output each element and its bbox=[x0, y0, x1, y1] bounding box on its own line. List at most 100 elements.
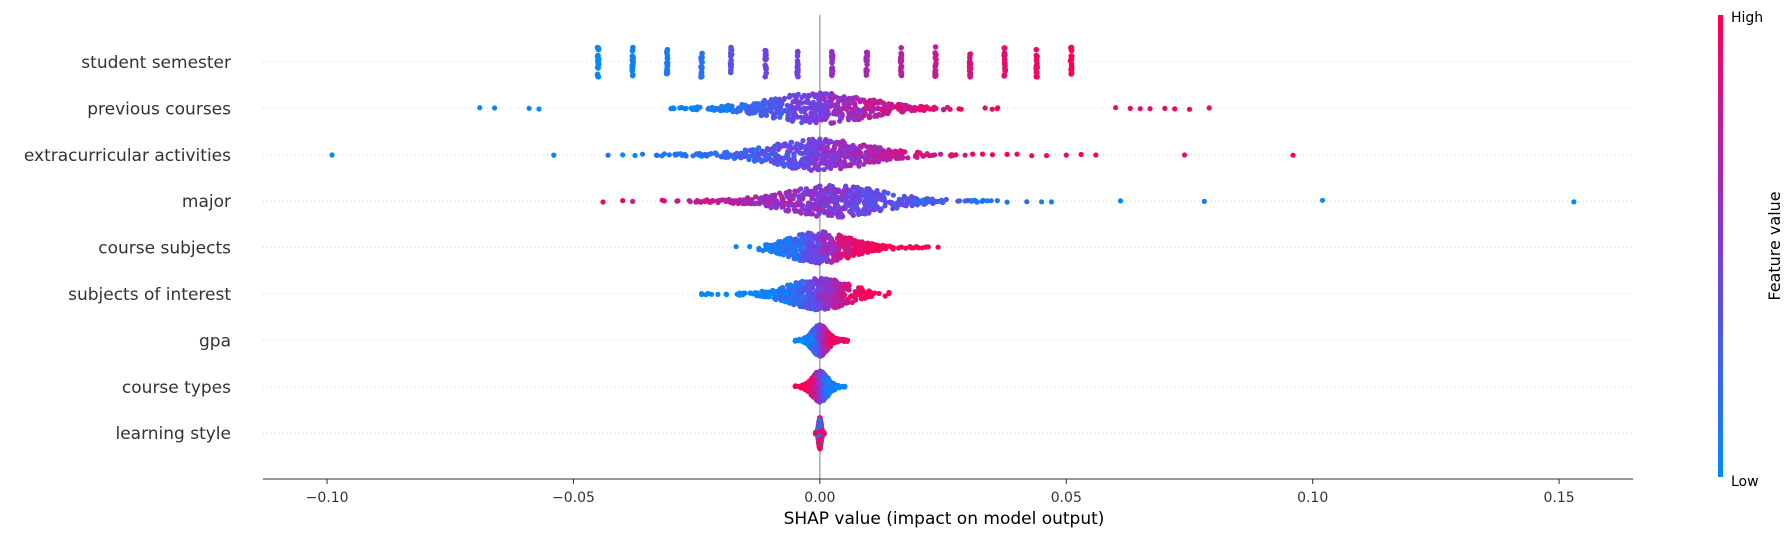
shap-point bbox=[796, 164, 802, 170]
shap-point bbox=[674, 151, 680, 157]
shap-point bbox=[708, 151, 714, 157]
shap-point bbox=[758, 195, 764, 201]
shap-point bbox=[870, 206, 876, 212]
shap-point bbox=[881, 108, 887, 114]
shap-point bbox=[526, 105, 532, 111]
shap-point bbox=[730, 198, 737, 204]
shap-point bbox=[830, 245, 836, 251]
shap-point bbox=[1039, 199, 1045, 205]
shap-point bbox=[675, 198, 681, 204]
shap-point bbox=[735, 200, 741, 207]
shap-point bbox=[818, 336, 824, 342]
shap-point bbox=[875, 247, 881, 254]
shap-point bbox=[1029, 153, 1035, 159]
x-tick-label: 0.00 bbox=[804, 490, 835, 506]
shap-point bbox=[792, 207, 798, 213]
shap-point bbox=[798, 108, 804, 114]
x-tick-label: 0.10 bbox=[1297, 490, 1328, 506]
shap-point bbox=[799, 202, 806, 208]
shap-point bbox=[824, 145, 831, 151]
shap-point bbox=[791, 162, 798, 168]
shap-point bbox=[818, 344, 824, 350]
shap-point bbox=[928, 106, 934, 112]
shap-point bbox=[833, 300, 839, 306]
shap-point bbox=[794, 71, 801, 77]
shap-point bbox=[874, 105, 881, 112]
shap-point bbox=[795, 100, 801, 106]
shap-point bbox=[857, 195, 863, 201]
shap-point bbox=[845, 337, 851, 343]
shap-point bbox=[799, 143, 806, 149]
shap-point bbox=[714, 152, 720, 158]
shap-point bbox=[766, 152, 772, 158]
shap-point bbox=[933, 56, 939, 63]
shap-point bbox=[817, 202, 823, 208]
shap-point bbox=[839, 162, 845, 168]
shap-point bbox=[897, 55, 904, 61]
shap-point bbox=[821, 208, 827, 214]
shap-point bbox=[620, 198, 626, 204]
shap-point bbox=[817, 299, 824, 305]
shap-point bbox=[840, 139, 847, 145]
shap-point bbox=[492, 105, 498, 111]
shap-point bbox=[810, 147, 816, 153]
shap-point bbox=[933, 52, 939, 58]
shap-point bbox=[815, 253, 821, 259]
shap-point bbox=[932, 152, 938, 158]
shap-point bbox=[801, 165, 807, 171]
shap-point bbox=[795, 49, 801, 56]
shap-point bbox=[1186, 106, 1193, 112]
shap-point bbox=[827, 299, 834, 306]
shap-point bbox=[848, 201, 854, 207]
x-axis-ticks: −0.10 −0.05 0.00 0.05 0.10 0.15 bbox=[306, 479, 1575, 506]
shap-point bbox=[798, 255, 805, 261]
shap-point bbox=[818, 144, 824, 150]
shap-point bbox=[802, 386, 808, 392]
shap-point bbox=[826, 244, 832, 250]
shap-point bbox=[743, 151, 749, 157]
shap-point bbox=[1319, 197, 1326, 203]
shap-point bbox=[835, 203, 841, 209]
shap-point bbox=[886, 291, 892, 297]
shap-point bbox=[842, 204, 848, 210]
shap-point bbox=[719, 104, 725, 110]
shap-point bbox=[853, 296, 859, 302]
shap-point bbox=[843, 299, 849, 305]
shap-point bbox=[823, 296, 829, 302]
shap-point bbox=[817, 332, 823, 338]
shap-point bbox=[914, 198, 920, 204]
shap-point bbox=[947, 106, 953, 112]
feature-label: extracurricular activities bbox=[24, 146, 231, 166]
shap-point bbox=[798, 298, 805, 304]
shap-point bbox=[823, 255, 829, 261]
shap-point bbox=[659, 197, 665, 203]
shap-point bbox=[855, 190, 861, 196]
shap-point bbox=[805, 304, 812, 310]
shap-point bbox=[814, 374, 820, 380]
shap-point bbox=[831, 120, 837, 126]
shap-point bbox=[785, 251, 792, 257]
shap-point bbox=[595, 74, 602, 80]
shap-point bbox=[786, 111, 792, 117]
shap-point bbox=[694, 107, 700, 113]
shap-point bbox=[825, 109, 831, 115]
shap-point bbox=[874, 155, 880, 161]
shap-point bbox=[830, 188, 837, 194]
shap-point bbox=[887, 243, 893, 249]
shap-point bbox=[882, 200, 889, 206]
shap-point bbox=[761, 293, 767, 299]
shap-point bbox=[913, 152, 919, 158]
shap-point bbox=[841, 187, 847, 193]
shap-point bbox=[630, 54, 636, 61]
shap-point bbox=[850, 184, 857, 190]
shap-point bbox=[1004, 151, 1010, 157]
shap-point bbox=[817, 436, 823, 442]
shap-point bbox=[812, 185, 819, 191]
x-tick-label: 0.15 bbox=[1543, 490, 1574, 506]
shap-point bbox=[1001, 73, 1007, 79]
feature-label: gpa bbox=[199, 331, 231, 351]
shap-point bbox=[898, 45, 904, 51]
shap-point bbox=[841, 94, 847, 100]
shap-point bbox=[808, 279, 814, 285]
shap-point bbox=[858, 150, 864, 156]
